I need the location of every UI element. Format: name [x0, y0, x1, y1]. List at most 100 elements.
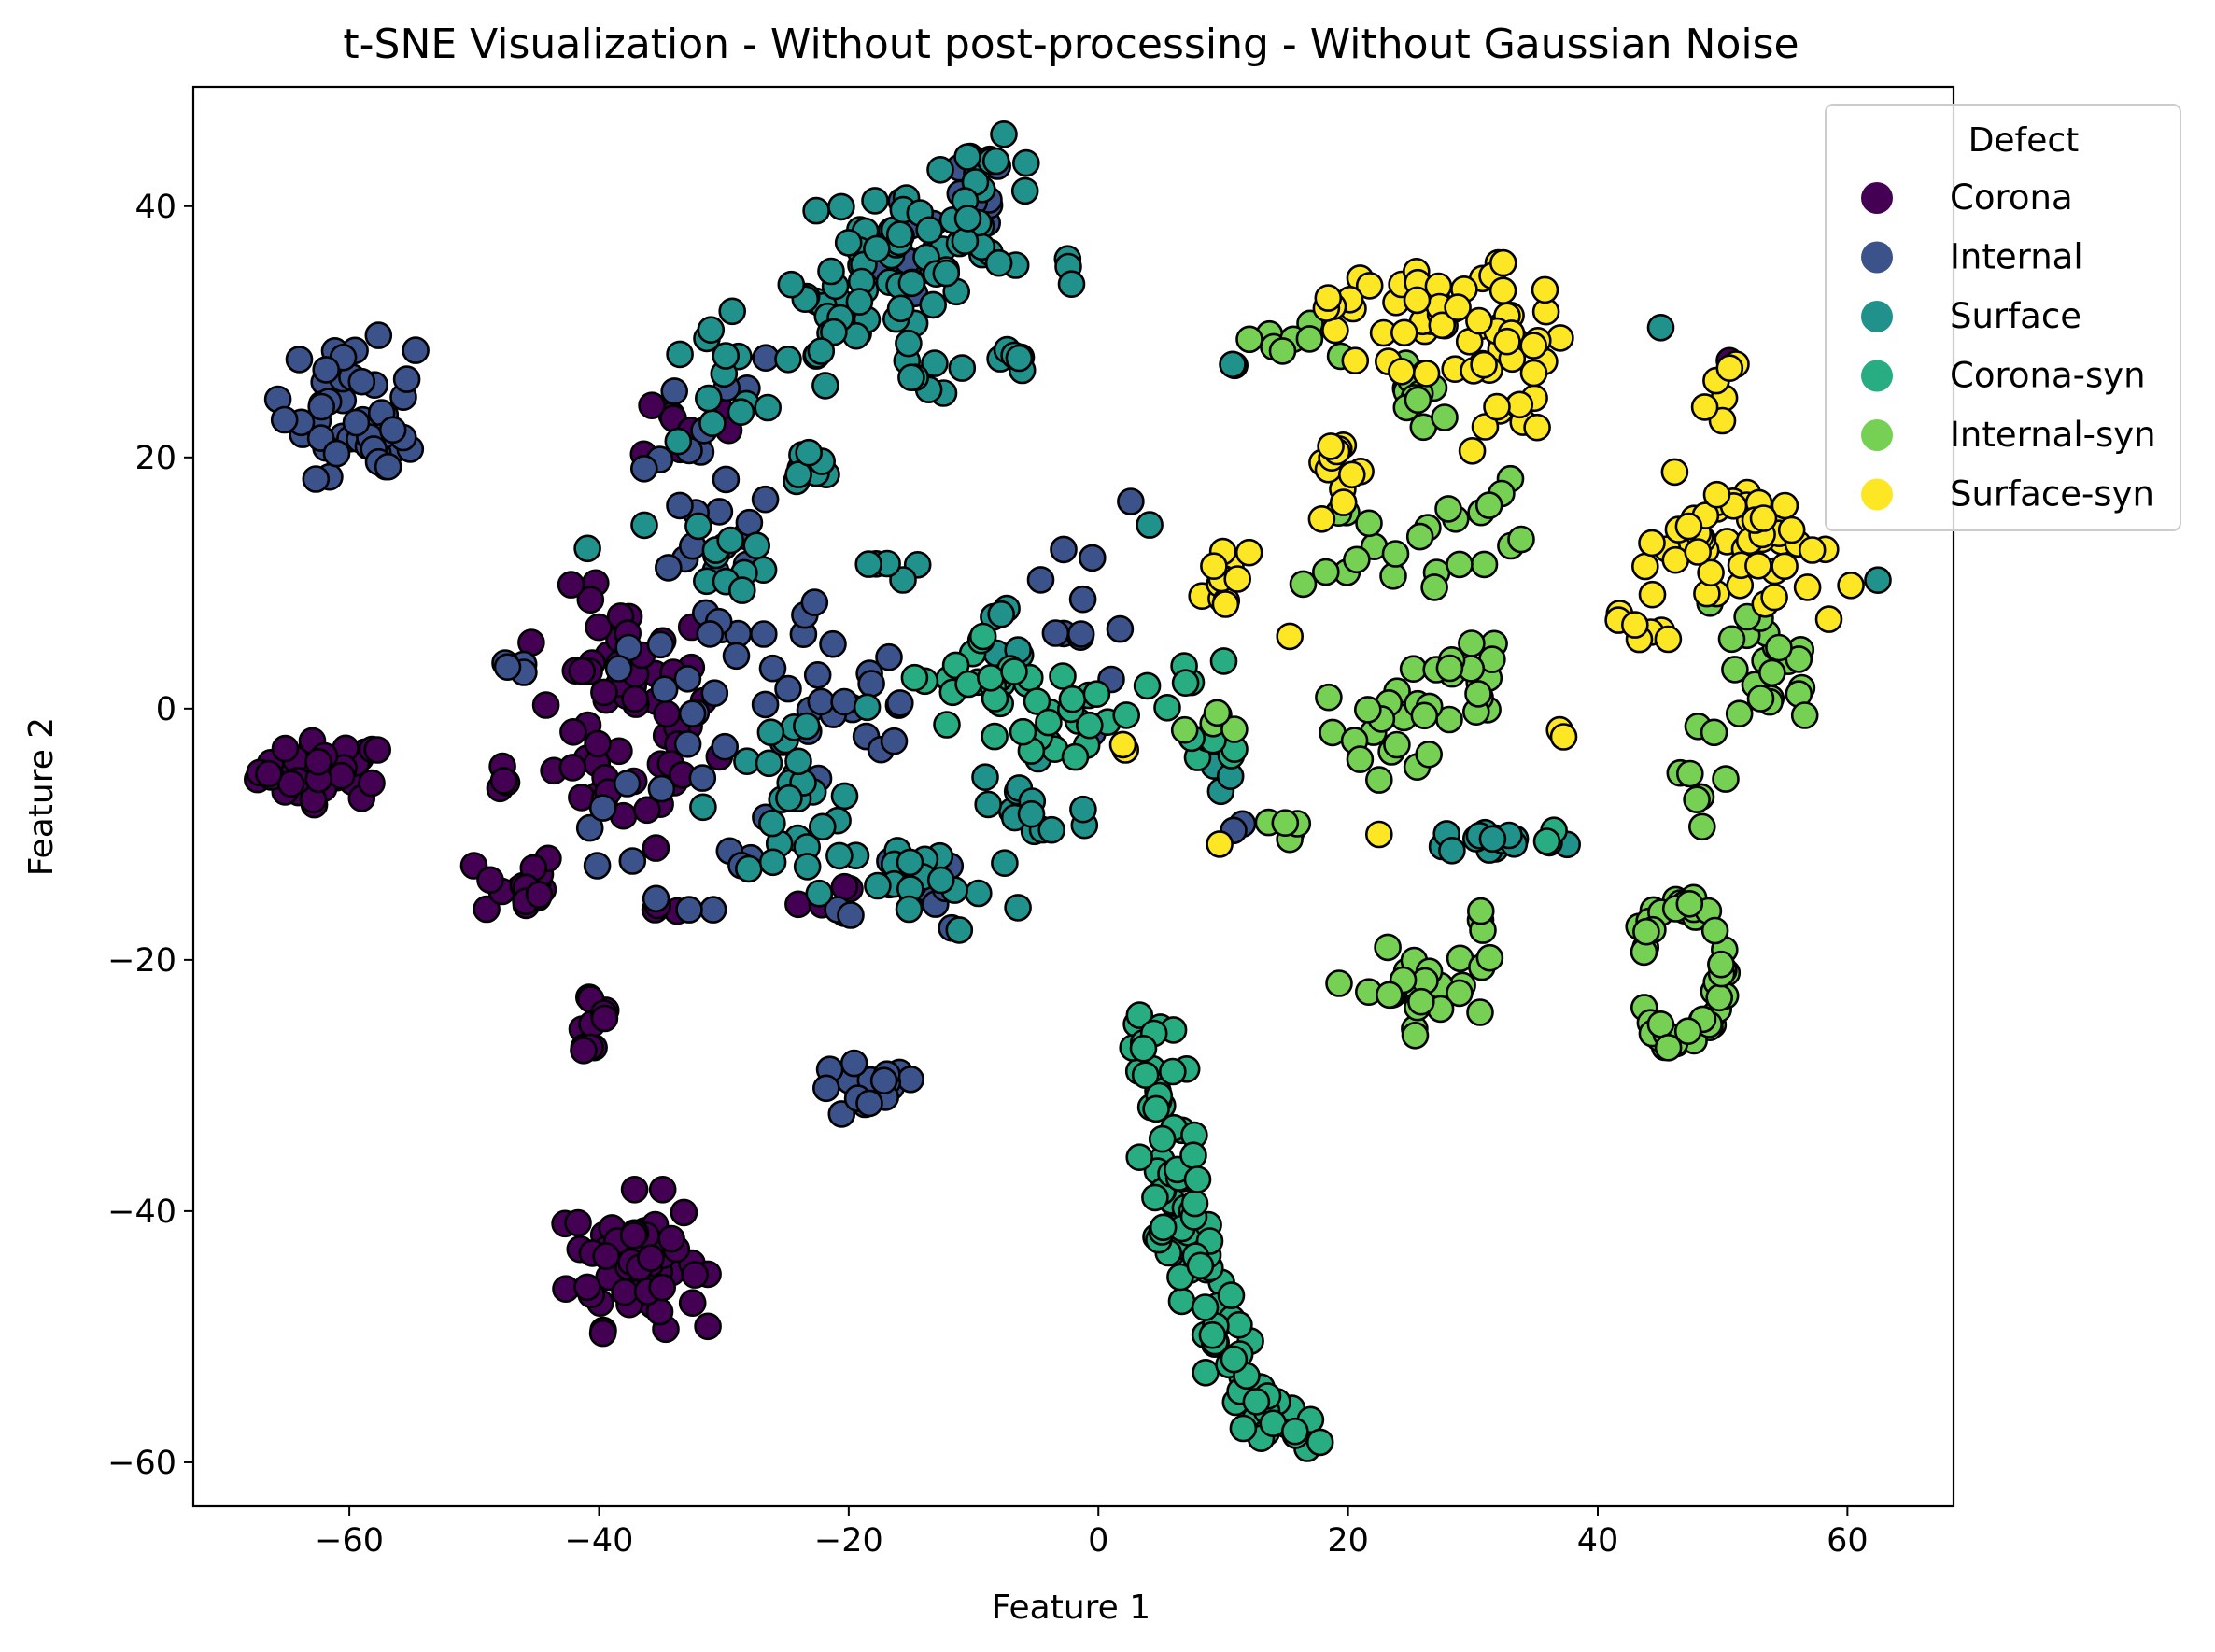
legend-title: Defect [1968, 121, 2080, 160]
point-surface [820, 318, 848, 346]
point-corona-syn [981, 722, 1009, 751]
point-corona-syn [1023, 687, 1051, 715]
point-corona [611, 1278, 639, 1306]
point-surface-syn [1341, 346, 1370, 375]
legend-marker [1861, 419, 1893, 451]
point-surface [694, 384, 723, 413]
point-internal-syn [1746, 685, 1775, 713]
point-corona-syn [1076, 711, 1104, 740]
point-internal [660, 377, 689, 405]
y-tick-label: −40 [107, 1193, 176, 1231]
point-corona-syn [1141, 1183, 1169, 1212]
point-internal-syn [1705, 983, 1733, 1012]
point-internal [364, 321, 393, 349]
point-internal-syn [1315, 683, 1343, 712]
point-surface-syn [1489, 248, 1517, 277]
series-corona-syn [900, 622, 1568, 1462]
point-corona [576, 586, 605, 614]
point-internal [1050, 535, 1078, 564]
point-corona [633, 796, 661, 825]
point-surface [1017, 799, 1046, 828]
point-surface [895, 329, 923, 358]
point-corona-syn [1058, 685, 1087, 713]
point-surface-syn [1523, 413, 1551, 442]
legend-item-internal-syn: Internal-syn [1861, 415, 2156, 455]
point-corona [570, 1037, 598, 1065]
point-surface [1219, 350, 1247, 379]
legend-label: Surface [1950, 296, 2081, 336]
point-surface-syn [1674, 512, 1703, 541]
point-corona [619, 1221, 648, 1250]
point-surface [684, 512, 712, 541]
point-internal-syn [1507, 525, 1535, 554]
point-internal [270, 405, 299, 434]
point-corona-syn [900, 663, 929, 692]
point-internal [678, 699, 707, 728]
point-internal [839, 1049, 868, 1078]
point-internal-syn [1404, 386, 1432, 415]
point-surface [712, 342, 741, 370]
point-internal-syn [1346, 745, 1375, 773]
point-internal-syn [1700, 916, 1729, 945]
point-corona-syn [1125, 1143, 1153, 1171]
point-surface [953, 143, 981, 171]
point-surface-syn [1365, 820, 1393, 849]
point-surface-syn [1771, 552, 1799, 581]
legend-marker [1861, 241, 1893, 274]
point-internal-syn [1383, 730, 1411, 759]
point-internal-syn [1410, 701, 1439, 730]
point-surface-syn [1749, 504, 1778, 532]
point-internal [642, 884, 670, 913]
point-surface [1037, 815, 1065, 844]
point-internal-syn [1632, 917, 1660, 946]
point-internal [613, 770, 642, 798]
point-internal [618, 847, 647, 875]
point-corona [254, 759, 283, 788]
point-internal-syn [1712, 765, 1740, 793]
point-internal-syn [1312, 558, 1340, 586]
point-surface [784, 460, 812, 488]
point-corona-syn [1125, 1001, 1154, 1029]
point-internal [857, 670, 885, 698]
point-corona [681, 1261, 710, 1289]
point-internal-syn [1407, 987, 1435, 1016]
point-surface [864, 871, 892, 900]
y-axis: −60 −40 −20 0 20 40 [107, 189, 193, 1482]
point-internal-syn [1467, 897, 1495, 925]
point-internal [1041, 619, 1070, 647]
point-surface [784, 747, 812, 776]
point-internal-syn [1399, 655, 1428, 684]
y-tick-label: 0 [156, 691, 176, 728]
point-surface [953, 205, 982, 233]
point-internal-syn [1289, 570, 1318, 599]
point-surface-syn [1493, 327, 1521, 356]
point-surface-syn [1621, 611, 1649, 639]
point-corona [559, 717, 587, 746]
point-internal-syn [1268, 337, 1297, 365]
point-surface-syn [1470, 350, 1498, 379]
point-internal [588, 794, 617, 822]
point-surface-syn [1307, 504, 1336, 533]
point-surface-syn [1234, 538, 1263, 567]
point-surface [689, 793, 717, 822]
point-surface [845, 288, 874, 316]
point-corona-syn [1112, 701, 1140, 729]
point-surface [1478, 825, 1507, 854]
point-surface [630, 511, 658, 540]
point-corona-syn [1082, 680, 1111, 709]
legend-item-surface: Surface [1861, 296, 2081, 336]
point-surface-syn [1702, 480, 1731, 509]
point-corona [573, 1273, 601, 1302]
legend-entries: Corona Internal Surface Corona-syn Internal-… [1861, 177, 2156, 515]
point-internal [696, 620, 725, 648]
point-surface-syn [1638, 580, 1667, 609]
scatter-points [243, 120, 1892, 1462]
point-surface-syn [1760, 583, 1788, 612]
point-corona [558, 754, 587, 782]
point-internal-syn [1470, 550, 1499, 579]
point-internal-syn [1646, 1010, 1675, 1038]
point-internal [493, 653, 522, 682]
point-internal-syn [1354, 696, 1382, 724]
point-corona-syn [1000, 657, 1028, 685]
point-internal-syn [1170, 715, 1199, 744]
